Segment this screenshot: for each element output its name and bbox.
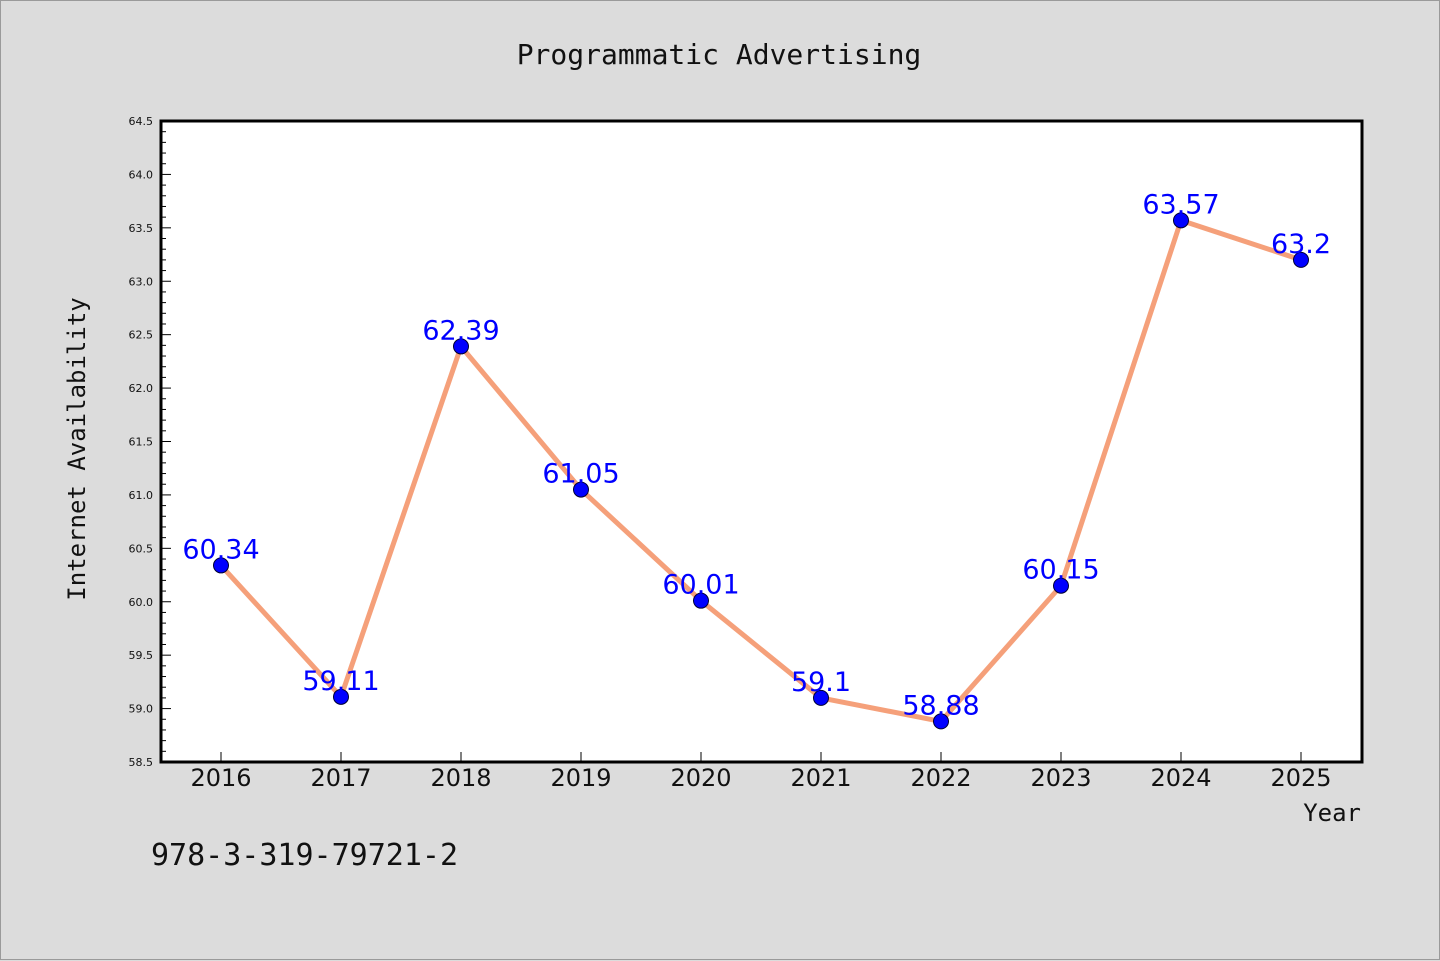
data-point bbox=[933, 713, 949, 730]
data-point bbox=[213, 557, 229, 574]
y-tick-label: 62.5 bbox=[129, 329, 154, 342]
footer-code: 978-3-319-79721-2 bbox=[151, 838, 458, 873]
data-label: 61.05 bbox=[542, 459, 619, 490]
data-label: 63.2 bbox=[1271, 229, 1331, 260]
y-tick-label: 63.5 bbox=[129, 222, 154, 235]
x-tick-label: 2016 bbox=[190, 764, 251, 792]
x-tick-label: 2017 bbox=[310, 764, 371, 792]
data-point bbox=[1293, 251, 1309, 268]
y-tick-label: 59.0 bbox=[129, 703, 154, 716]
data-point bbox=[333, 688, 349, 705]
data-label: 62.39 bbox=[422, 315, 499, 346]
chart-title: Programmatic Advertising bbox=[517, 38, 922, 71]
y-tick-label: 61.5 bbox=[129, 436, 154, 449]
data-point bbox=[453, 338, 469, 355]
y-tick-label: 63.0 bbox=[129, 275, 154, 288]
data-label: 58.88 bbox=[902, 690, 979, 721]
y-tick-label: 58.5 bbox=[129, 756, 154, 769]
x-tick-label: 2018 bbox=[430, 764, 491, 792]
data-label: 60.15 bbox=[1022, 555, 1099, 586]
data-label: 60.01 bbox=[662, 570, 739, 601]
data-point bbox=[1053, 577, 1069, 594]
x-tick-label: 2020 bbox=[670, 764, 731, 792]
y-tick-label: 64.5 bbox=[129, 115, 154, 128]
y-tick-label: 64.0 bbox=[129, 168, 154, 181]
data-point bbox=[813, 689, 829, 706]
y-tick-label: 60.0 bbox=[129, 596, 154, 609]
y-axis: 58.5 59.0 59.5 60.0 60.5 61.0 61.5 62.0 62.5 63.0… bbox=[129, 115, 171, 769]
x-tick-label: 2019 bbox=[550, 764, 611, 792]
x-tick-label: 2022 bbox=[910, 764, 971, 792]
y-tick-label: 62.0 bbox=[129, 382, 154, 395]
x-tick-label: 2025 bbox=[1270, 764, 1331, 792]
data-label: 60.34 bbox=[182, 534, 259, 565]
series-line bbox=[218, 217, 1304, 724]
x-tick-label: 2024 bbox=[1150, 764, 1211, 792]
x-axis: 2016 2017 2018 2019 2020 2021 2022 2023 2024 2025 bbox=[190, 752, 1332, 792]
plot-area bbox=[159, 119, 1364, 764]
x-axis-label: Year bbox=[1303, 799, 1361, 827]
y-tick-label: 61.0 bbox=[129, 489, 154, 502]
x-tick-label: 2021 bbox=[790, 764, 851, 792]
y-axis-label: Internet Availability bbox=[63, 297, 91, 600]
data-label: 59.1 bbox=[791, 667, 851, 698]
data-point bbox=[693, 592, 709, 609]
data-series: 60.34 59.11 62.39 61.05 60.01 59.1 58.88 60.15 6… bbox=[182, 189, 1331, 730]
data-label: 59.11 bbox=[302, 666, 379, 697]
y-tick-label: 59.5 bbox=[129, 649, 154, 662]
y-tick-label: 60.5 bbox=[129, 542, 154, 555]
x-tick-label: 2023 bbox=[1030, 764, 1091, 792]
data-point bbox=[573, 481, 589, 498]
data-point bbox=[1173, 212, 1189, 229]
data-label: 63.57 bbox=[1142, 189, 1219, 220]
